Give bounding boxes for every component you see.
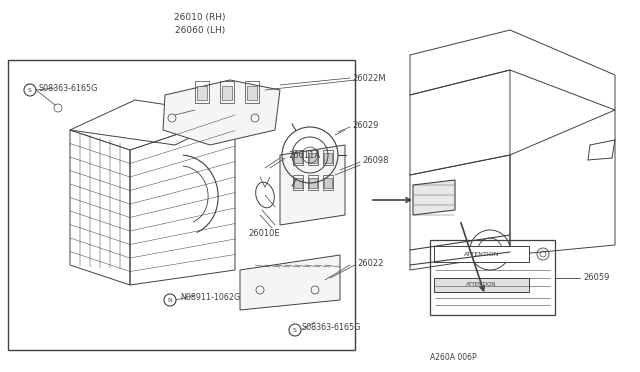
Bar	[293, 150, 303, 165]
Bar	[8, 60, 355, 350]
Bar	[309, 153, 317, 163]
Text: A260A 006P: A260A 006P	[430, 353, 477, 362]
Text: S: S	[28, 87, 32, 93]
Bar	[434, 246, 529, 262]
Bar	[434, 278, 529, 292]
Bar	[197, 86, 207, 100]
Bar	[222, 86, 232, 100]
Bar	[323, 150, 333, 165]
Bar	[220, 81, 234, 103]
Text: 26010E: 26010E	[248, 228, 280, 237]
Bar	[430, 240, 555, 315]
Text: 26029: 26029	[352, 121, 378, 129]
Text: 26059: 26059	[583, 273, 609, 282]
Bar	[324, 178, 332, 188]
Text: ATTENTION: ATTENTION	[467, 282, 497, 288]
Text: 26022: 26022	[357, 259, 383, 267]
Text: S08363-6165G: S08363-6165G	[38, 83, 97, 93]
Bar	[247, 86, 257, 100]
Polygon shape	[280, 145, 345, 225]
Bar	[195, 81, 209, 103]
Text: S: S	[293, 327, 297, 333]
Bar	[294, 153, 302, 163]
Text: S08363-6165G: S08363-6165G	[302, 324, 362, 333]
Bar	[245, 81, 259, 103]
Text: 26022M: 26022M	[352, 74, 386, 83]
Bar	[309, 178, 317, 188]
Text: 26098: 26098	[362, 155, 388, 164]
Text: N: N	[168, 298, 172, 302]
Polygon shape	[163, 80, 280, 145]
Bar	[324, 153, 332, 163]
Bar	[308, 175, 318, 190]
Polygon shape	[240, 255, 340, 310]
Text: 26011A: 26011A	[288, 151, 320, 160]
Bar	[294, 178, 302, 188]
Bar	[293, 175, 303, 190]
Polygon shape	[413, 180, 455, 215]
Text: 26060 (LH): 26060 (LH)	[175, 26, 225, 35]
Text: 26010 (RH): 26010 (RH)	[174, 13, 226, 22]
Text: N08911-1062G: N08911-1062G	[180, 294, 240, 302]
Bar	[323, 175, 333, 190]
Text: ATTENTION: ATTENTION	[464, 251, 499, 257]
Bar	[308, 150, 318, 165]
